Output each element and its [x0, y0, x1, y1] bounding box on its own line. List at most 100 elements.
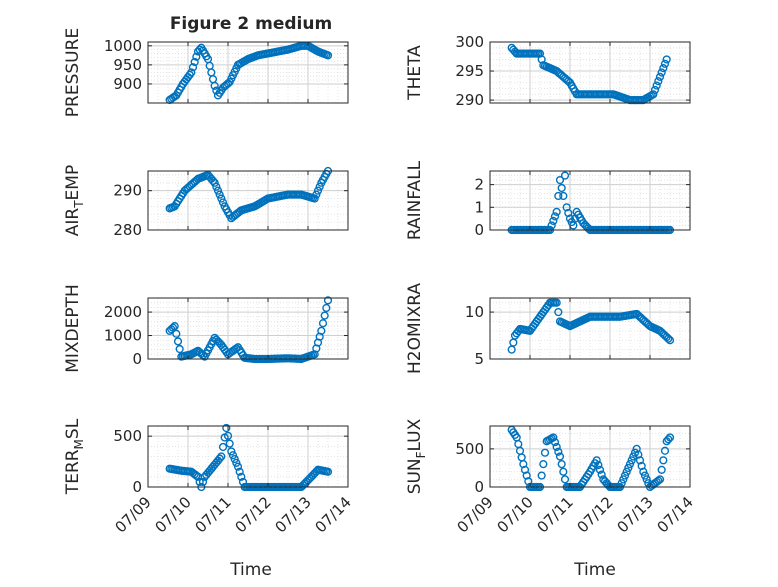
data-point [170, 322, 179, 331]
y-tick-label: 0 [474, 478, 484, 496]
data-point [549, 433, 558, 442]
y-axis-label: H2OMIXRA [405, 283, 425, 374]
data-point [654, 77, 663, 86]
data-point [659, 456, 668, 465]
y-tick-label: 1 [474, 198, 484, 216]
y-tick-label: 10 [465, 303, 484, 321]
data-point [323, 296, 333, 305]
data-point [195, 45, 204, 54]
data-point [537, 471, 546, 480]
y-tick-label: 0 [474, 221, 484, 239]
subplot-h2omixra [489, 297, 691, 360]
data-point [664, 334, 673, 343]
axes-box [147, 425, 349, 488]
data-point [552, 442, 561, 452]
data-point [210, 81, 219, 90]
data-point [318, 319, 328, 328]
y-tick-label: 290 [455, 91, 484, 109]
y-tick-label: 290 [113, 182, 142, 200]
data-point [659, 64, 668, 73]
subplot-pressure [147, 41, 349, 105]
data-point [222, 423, 231, 433]
subplot-rainfall [489, 170, 691, 235]
data-point [554, 447, 563, 456]
y-axis-label: PRESSURE [63, 28, 83, 117]
data-point [312, 190, 321, 199]
axes-box [147, 297, 349, 360]
data-point [662, 55, 671, 64]
axes-box [147, 41, 349, 104]
y-tick-label: 0 [132, 478, 142, 496]
data-point [323, 467, 333, 476]
data-point [173, 337, 183, 346]
subplot-theta [489, 41, 691, 105]
data-point [217, 452, 226, 461]
y-tick-label: 900 [113, 75, 142, 93]
data-point [555, 175, 565, 185]
data-point [655, 72, 665, 81]
data-point [619, 475, 628, 484]
y-tick-label: 280 [113, 221, 142, 239]
data-point [597, 470, 606, 479]
data-point [320, 311, 329, 320]
data-point [657, 465, 666, 474]
subplot-terr_msl [147, 423, 349, 492]
data-point [649, 90, 658, 99]
data-point [208, 176, 218, 185]
y-tick-label: 1000 [104, 327, 142, 345]
y-tick-label: 300 [455, 33, 484, 51]
data-point [650, 85, 660, 95]
y-axis-label: RAINFALL [405, 160, 425, 240]
data-point [540, 448, 550, 457]
axes-box [489, 425, 691, 488]
figure-title: Figure 2 medium [170, 14, 332, 34]
data-point [559, 191, 568, 201]
data-point [557, 183, 566, 193]
y-axis-label: SUNFLUX [405, 418, 428, 494]
data-point [195, 477, 204, 487]
data-point [323, 51, 333, 60]
data-point [657, 68, 666, 77]
data-point [620, 471, 630, 480]
data-point [192, 471, 201, 480]
data-point [198, 477, 208, 487]
data-point [625, 460, 635, 469]
y-axis-label: THETA [405, 45, 425, 101]
data-point [554, 191, 563, 201]
data-point [627, 456, 636, 465]
data-point [317, 326, 326, 335]
y-tick-label: 1000 [104, 37, 142, 55]
data-point [322, 303, 331, 313]
data-point [230, 454, 239, 464]
data-point [313, 186, 323, 195]
data-point [315, 182, 324, 191]
subplot-sun_flux [489, 425, 691, 492]
y-tick-label: 2 [474, 176, 484, 194]
data-point [552, 207, 561, 216]
data-point [310, 194, 319, 203]
x-axis-label-right: Time [573, 560, 616, 580]
data-point [654, 476, 663, 485]
data-point [632, 444, 641, 453]
data-point [624, 463, 633, 473]
data-point [550, 438, 560, 447]
axes-box [489, 170, 691, 231]
axes-box [489, 297, 691, 360]
data-point [168, 323, 178, 332]
axes-box [489, 41, 691, 104]
y-tick-label: 500 [455, 440, 484, 458]
data-point [555, 452, 565, 461]
y-tick-label: 5 [474, 350, 484, 368]
data-point [190, 57, 199, 67]
data-point [665, 336, 675, 345]
data-point [552, 298, 561, 307]
data-point [592, 456, 601, 465]
data-point [655, 475, 665, 484]
data-point [235, 467, 244, 476]
y-tick-label: 295 [455, 62, 484, 80]
data-point [629, 452, 638, 461]
axes-box [147, 170, 349, 231]
data-point [188, 63, 198, 72]
